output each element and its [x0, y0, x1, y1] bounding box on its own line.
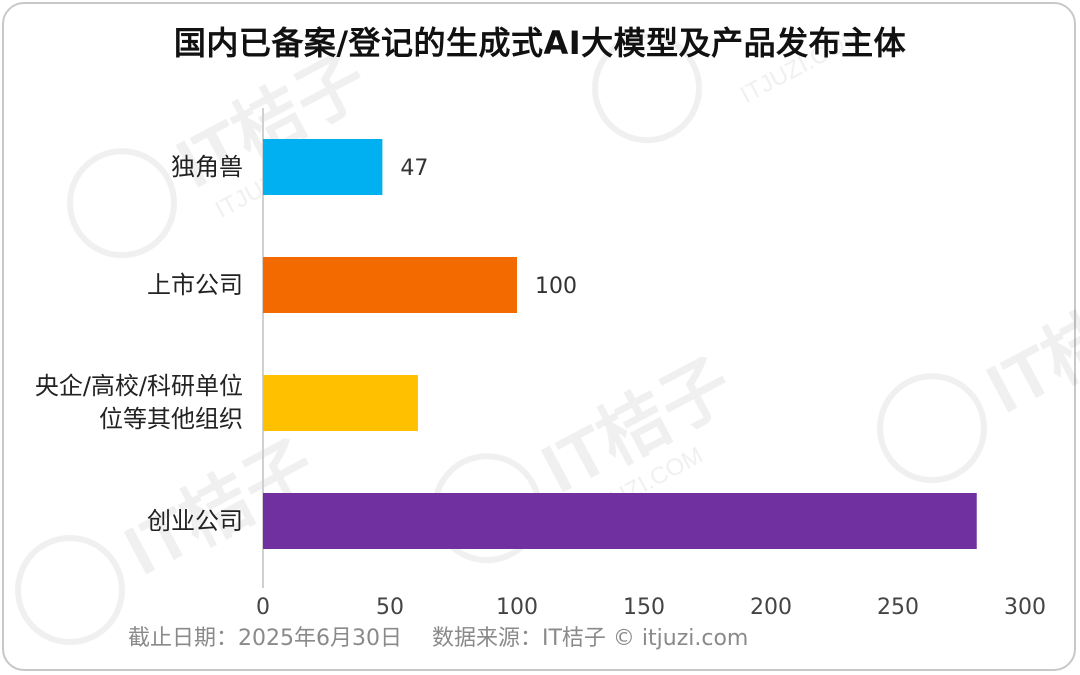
x-tick-label: 50 [376, 595, 404, 620]
category-label-1: 独角兽 [3, 151, 243, 184]
x-tick-label: 300 [1004, 595, 1046, 620]
category-label-3: 央企/高校/科研单位位等其他组织 [3, 370, 243, 436]
bar-value-label-2: 100 [535, 274, 577, 299]
bar-2 [263, 257, 517, 313]
footer-source: 数据来源：IT桔子 © itjuzi.com [431, 626, 749, 651]
category-label-line: 央企/高校/科研单位 [34, 372, 243, 400]
x-tick-label: 250 [877, 595, 919, 620]
chart-title: 国内已备案/登记的生成式AI大模型及产品发布主体 [173, 24, 907, 62]
category-label-4: 创业公司 [3, 505, 243, 538]
x-tick-label: 150 [623, 595, 665, 620]
x-tick-label: 100 [496, 595, 538, 620]
footer-date: 截止日期：2025年6月30日 [128, 626, 402, 651]
bar-1 [263, 139, 383, 195]
category-label-line: 创业公司 [147, 506, 243, 535]
category-label-line: 独角兽 [171, 152, 243, 181]
category-label-line: 上市公司 [147, 270, 243, 299]
x-tick-label: 0 [256, 595, 270, 620]
x-tick-label: 200 [750, 595, 792, 620]
watermark-logo-icon [15, 535, 125, 645]
bar-3 [263, 375, 418, 431]
watermark-logo-icon [67, 148, 178, 259]
watermark-logo-icon [877, 373, 988, 484]
category-label-line: 位等其他组织 [99, 405, 243, 433]
bar-4 [263, 493, 977, 549]
bar-value-label-1: 47 [400, 156, 428, 181]
category-label-2: 上市公司 [3, 269, 243, 302]
watermark-logo-icon [592, 33, 703, 144]
footer: 截止日期：2025年6月30日 数据来源：IT桔子 © itjuzi.com [128, 620, 748, 652]
